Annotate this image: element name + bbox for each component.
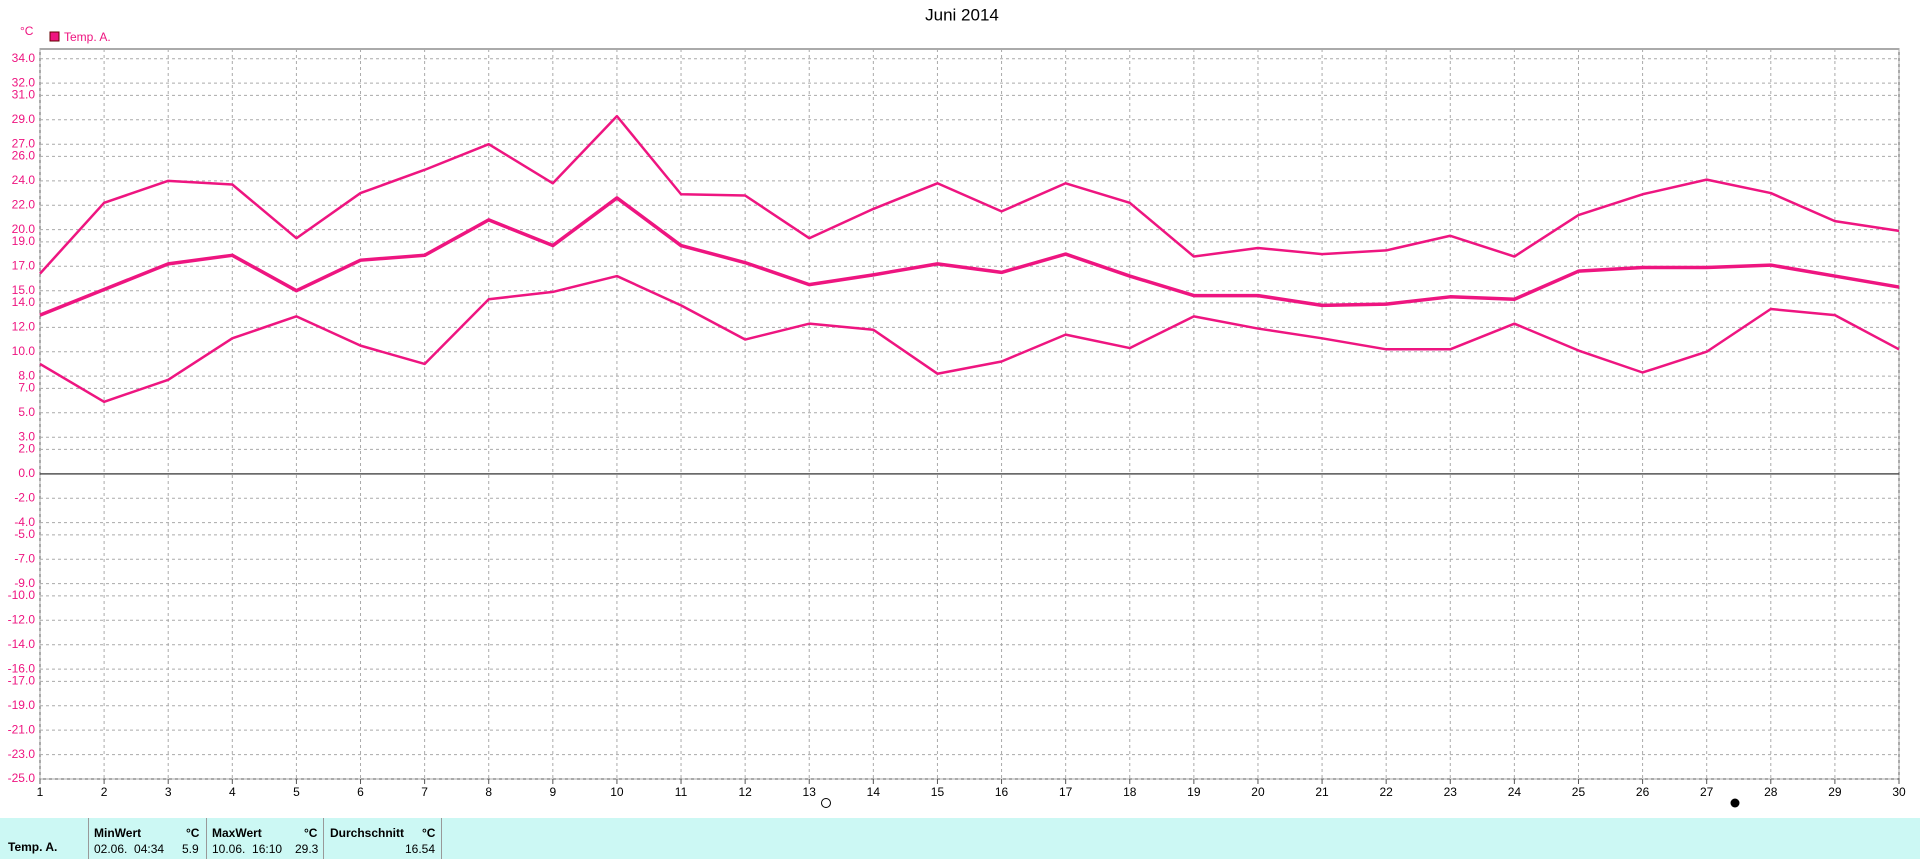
separator [323, 818, 324, 859]
x-tick-label: 21 [1315, 785, 1329, 799]
x-tick-label: 14 [867, 785, 881, 799]
x-tick-label: 27 [1700, 785, 1714, 799]
x-tick-label: 1 [37, 785, 44, 799]
x-tick-label: 20 [1251, 785, 1265, 799]
y-tick-label: 14.0 [12, 295, 36, 309]
legend-label: Temp. A. [64, 30, 111, 44]
plot-frame [39, 48, 1900, 780]
x-tick-label: 22 [1379, 785, 1393, 799]
separator [88, 818, 89, 859]
y-tick-label: 0.0 [18, 466, 35, 480]
col-unit: °C [422, 826, 436, 840]
x-tick-label: 29 [1828, 785, 1842, 799]
y-tick-label: 24.0 [12, 173, 36, 187]
col-header: Durchschnitt [330, 826, 405, 840]
moon-icon [821, 798, 831, 808]
y-tick-label: -7.0 [14, 551, 35, 565]
x-tick-label: 6 [357, 785, 364, 799]
col-time: 02.06. 04:34 [94, 842, 165, 856]
y-tick-label: -14.0 [8, 637, 36, 651]
y-tick-label: 2.0 [18, 442, 35, 456]
col-unit: °C [304, 826, 318, 840]
y-tick-label: -10.0 [8, 588, 36, 602]
legend-swatch [49, 31, 60, 42]
x-tick-label: 11 [675, 785, 688, 799]
x-tick-label: 4 [229, 785, 236, 799]
y-tick-label: 26.0 [12, 149, 36, 163]
y-tick-label: -12.0 [8, 612, 36, 626]
col-unit: °C [186, 826, 200, 840]
x-tick-label: 10 [610, 785, 624, 799]
series-line [39, 114, 1900, 275]
y-tick-label: -17.0 [8, 674, 36, 688]
y-tick-label: 5.0 [18, 405, 35, 419]
y-tick-label: 29.0 [12, 112, 36, 126]
y-tick-label: 3.0 [18, 429, 35, 443]
stats-panel: Temp. A. MinWert °C 02.06. 04:34 5.9 Max… [0, 818, 1920, 859]
x-tick-label: 30 [1892, 785, 1906, 799]
x-tick-label: 25 [1572, 785, 1586, 799]
x-tick-label: 26 [1636, 785, 1650, 799]
col-time: 10.06. 16:10 [212, 842, 283, 856]
row-label: Temp. A. [8, 840, 58, 854]
y-tick-label: 31.0 [12, 88, 36, 102]
chart-title: Juni 2014 [925, 5, 999, 24]
x-tick-label: 19 [1187, 785, 1201, 799]
y-tick-label: 19.0 [12, 234, 36, 248]
y-tick-label: -16.0 [8, 661, 36, 675]
y-tick-label: -21.0 [8, 722, 36, 736]
x-tick-label: 12 [738, 785, 752, 799]
y-tick-label: 7.0 [18, 381, 35, 395]
y-tick-label: 20.0 [12, 222, 36, 236]
y-tick-label: -25.0 [8, 771, 36, 785]
series-line [39, 196, 1900, 317]
x-tick-label: 2 [101, 785, 108, 799]
x-tick-label: 15 [931, 785, 945, 799]
y-tick-label: 22.0 [12, 197, 36, 211]
col-value: 16.54 [405, 842, 436, 856]
series-line [39, 274, 1900, 404]
y-tick-label: 34.0 [12, 51, 36, 65]
y-tick-label: 32.0 [12, 75, 36, 89]
x-tick-label: 5 [293, 785, 300, 799]
y-tick-label: -23.0 [8, 747, 36, 761]
x-tick-label: 13 [803, 785, 817, 799]
x-tick-label: 3 [165, 785, 172, 799]
y-tick-label: 17.0 [12, 258, 36, 272]
moon-icon [1730, 798, 1740, 808]
separator [206, 818, 207, 859]
y-tick-label: 15.0 [12, 283, 36, 297]
col-header: MinWert [94, 826, 142, 840]
y-unit: °C [20, 24, 34, 38]
y-tick-label: 27.0 [12, 136, 36, 150]
y-tick-label: -5.0 [14, 527, 35, 541]
y-tick-label: 10.0 [12, 344, 36, 358]
y-tick-label: -19.0 [8, 698, 36, 712]
col-value: 29.3 [295, 842, 319, 856]
x-tick-label: 23 [1444, 785, 1458, 799]
x-tick-label: 7 [421, 785, 428, 799]
y-tick-label: -2.0 [14, 490, 35, 504]
x-tick-label: 9 [549, 785, 556, 799]
col-value: 5.9 [182, 842, 199, 856]
y-tick-label: 12.0 [12, 319, 36, 333]
x-tick-label: 24 [1508, 785, 1522, 799]
x-tick-label: 16 [995, 785, 1009, 799]
x-tick-label: 17 [1059, 785, 1073, 799]
chart: Juni 2014 °C Temp. A. 34.032.031.029.027… [8, 5, 1906, 808]
x-tick-label: 8 [485, 785, 492, 799]
y-tick-label: 8.0 [18, 368, 35, 382]
x-tick-label: 18 [1123, 785, 1137, 799]
y-tick-label: -4.0 [14, 515, 35, 529]
col-header: MaxWert [212, 826, 262, 840]
y-tick-label: -9.0 [14, 576, 35, 590]
x-tick-label: 28 [1764, 785, 1778, 799]
separator [441, 818, 442, 859]
